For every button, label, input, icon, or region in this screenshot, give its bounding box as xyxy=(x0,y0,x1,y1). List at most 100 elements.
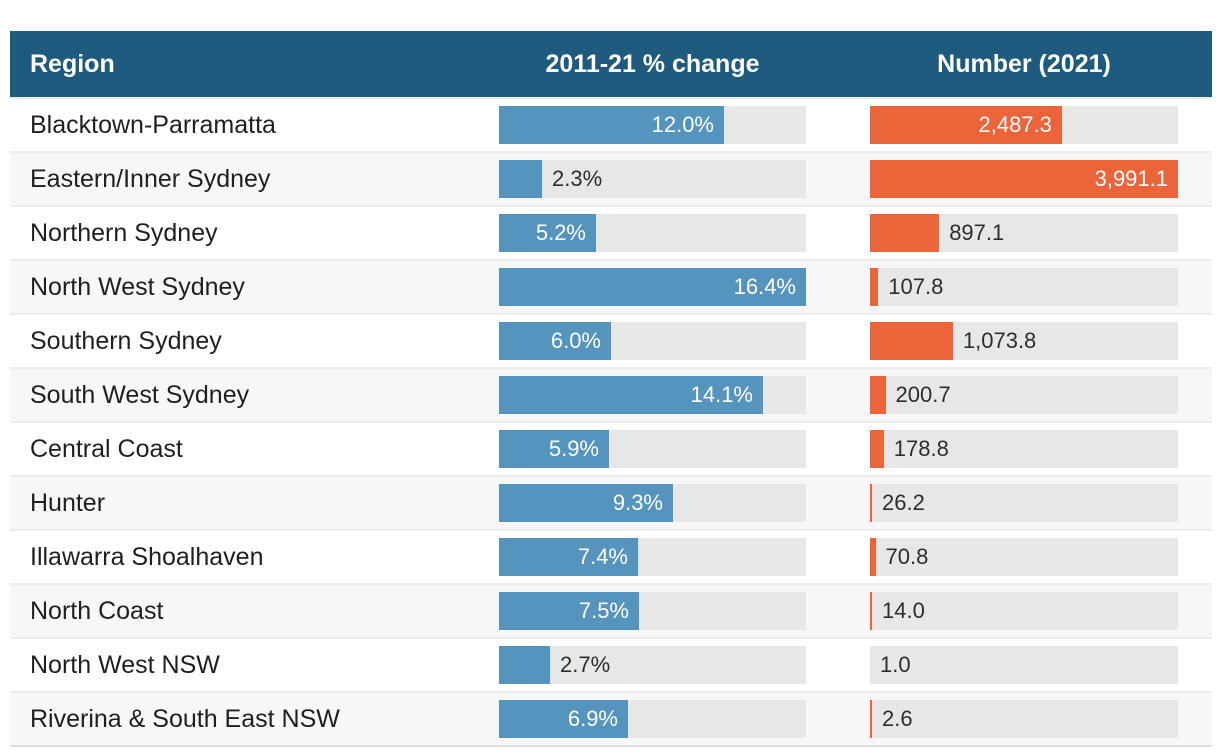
region-label: Southern Sydney xyxy=(30,326,222,355)
region-label: South West Sydney xyxy=(30,380,250,409)
number-bar-track: 1.0 xyxy=(870,646,1178,684)
pct-change-value: 5.2% xyxy=(535,220,586,245)
pct-change-value: 6.9% xyxy=(567,706,618,731)
pct-change-bar-track: 7.4% xyxy=(499,538,806,576)
region-label: Illawarra Shoalhaven xyxy=(30,542,264,571)
number-bar-track: 107.8 xyxy=(870,268,1178,306)
region-label: North West Sydney xyxy=(30,272,245,301)
number-bar-track: 897.1 xyxy=(870,214,1178,252)
pct-change-bar-track: 16.4% xyxy=(499,268,806,306)
pct-change-bar-track: 6.0% xyxy=(499,322,806,360)
table-row: Hunter 9.3% 26.2 xyxy=(10,475,1212,529)
table-row: Illawarra Shoalhaven 7.4% 70.8 xyxy=(10,529,1212,583)
number-value: 200.7 xyxy=(895,382,951,407)
pct-change-value: 7.5% xyxy=(578,598,629,623)
number-bar xyxy=(870,322,953,360)
pct-change-bar: 7.5% xyxy=(499,592,639,630)
pct-change-bar: 7.4% xyxy=(499,538,638,576)
table-row: Southern Sydney 6.0% 1,073.8 xyxy=(10,313,1212,367)
pct-change-bar: 6.9% xyxy=(499,700,628,738)
number-bar xyxy=(870,484,872,522)
number-bar xyxy=(870,430,884,468)
number-value: 70.8 xyxy=(885,544,929,569)
pct-change-value: 2.3% xyxy=(552,166,603,191)
column-header-pct-change: 2011-21 % change xyxy=(545,49,760,78)
pct-change-bar: 12.0% xyxy=(499,106,724,144)
region-label: Blacktown-Parramatta xyxy=(30,110,276,139)
pct-change-bar-track: 5.9% xyxy=(499,430,806,468)
table-row: Riverina & South East NSW 6.9% 2.6 xyxy=(10,691,1212,745)
table-row: Central Coast 5.9% 178.8 xyxy=(10,421,1212,475)
number-bar-track: 70.8 xyxy=(870,538,1178,576)
pct-change-bar-track: 2.3% xyxy=(499,160,806,198)
pct-change-bar-track: 6.9% xyxy=(499,700,806,738)
region-label: Northern Sydney xyxy=(30,218,218,247)
number-bar: 2,487.3 xyxy=(870,106,1062,144)
pct-change-value: 5.9% xyxy=(548,436,599,461)
pct-change-value: 2.7% xyxy=(560,652,611,677)
number-bar-track: 14.0 xyxy=(870,592,1178,630)
number-value: 1,073.8 xyxy=(962,328,1037,353)
pct-change-value: 6.0% xyxy=(550,328,601,353)
number-bar: 3,991.1 xyxy=(870,160,1178,198)
number-bar-track: 1,073.8 xyxy=(870,322,1178,360)
number-bar-track: 3,991.1 xyxy=(870,160,1178,198)
region-label: Hunter xyxy=(30,488,106,517)
column-header-region: Region xyxy=(30,49,115,78)
number-value: 2,487.3 xyxy=(978,112,1052,137)
pct-change-bar: 16.4% xyxy=(499,268,806,306)
pct-change-bar-track: 7.5% xyxy=(499,592,806,630)
pct-change-bar-track: 2.7% xyxy=(499,646,806,684)
table-header: Region 2011-21 % change Number (2021) xyxy=(10,31,1212,97)
pct-change-bar-track: 5.2% xyxy=(499,214,806,252)
pct-change-value: 12.0% xyxy=(651,112,714,137)
number-value: 178.8 xyxy=(893,436,949,461)
pct-change-bar-track: 14.1% xyxy=(499,376,806,414)
pct-change-value: 14.1% xyxy=(690,382,753,407)
number-value: 3,991.1 xyxy=(1094,166,1168,191)
table-row: North West Sydney 16.4% 107.8 xyxy=(10,259,1212,313)
pct-change-value: 9.3% xyxy=(612,490,663,515)
number-value: 2.6 xyxy=(882,706,913,731)
number-value: 107.8 xyxy=(888,274,944,299)
pct-change-bar: 14.1% xyxy=(499,376,763,414)
column-header-number: Number (2021) xyxy=(937,49,1111,78)
number-value: 14.0 xyxy=(882,598,925,623)
pct-change-bar-track: 12.0% xyxy=(499,106,806,144)
region-bar-chart-table: Region 2011-21 % change Number (2021) Bl… xyxy=(10,31,1212,747)
number-bar xyxy=(870,592,872,630)
pct-change-bar: 5.2% xyxy=(499,214,596,252)
pct-change-bar: 9.3% xyxy=(499,484,673,522)
number-bar xyxy=(870,700,872,738)
number-value: 26.2 xyxy=(882,490,925,515)
number-bar-track: 2.6 xyxy=(870,700,1178,738)
pct-change-bar xyxy=(499,160,542,198)
pct-change-value: 7.4% xyxy=(577,544,628,569)
region-label: North Coast xyxy=(30,596,164,625)
number-bar-track: 26.2 xyxy=(870,484,1178,522)
table-row: North Coast 7.5% 14.0 xyxy=(10,583,1212,637)
table-row: Blacktown-Parramatta 12.0% 2,487.3 xyxy=(10,97,1212,151)
number-bar-track: 2,487.3 xyxy=(870,106,1178,144)
table-body: Blacktown-Parramatta 12.0% 2,487.3 Eastern/… xyxy=(10,97,1212,747)
number-bar xyxy=(870,538,876,576)
number-bar xyxy=(870,268,879,306)
pct-change-bar xyxy=(499,646,550,684)
number-bar xyxy=(870,376,886,414)
table-row: Eastern/Inner Sydney 2.3% 3,991.1 xyxy=(10,151,1212,205)
table-row: North West NSW 2.7% 1.0 xyxy=(10,637,1212,691)
region-label: Riverina & South East NSW xyxy=(30,704,340,733)
pct-change-bar-track: 9.3% xyxy=(499,484,806,522)
region-label: North West NSW xyxy=(30,650,220,679)
number-value: 1.0 xyxy=(880,652,911,677)
number-value: 897.1 xyxy=(949,220,1005,245)
region-label: Eastern/Inner Sydney xyxy=(30,164,271,193)
table-row: South West Sydney 14.1% 200.7 xyxy=(10,367,1212,421)
table-row: Northern Sydney 5.2% 897.1 xyxy=(10,205,1212,259)
number-bar-track: 200.7 xyxy=(870,376,1178,414)
number-bar-track: 178.8 xyxy=(870,430,1178,468)
number-bar xyxy=(870,214,940,252)
pct-change-bar: 6.0% xyxy=(499,322,611,360)
pct-change-value: 16.4% xyxy=(733,274,796,299)
